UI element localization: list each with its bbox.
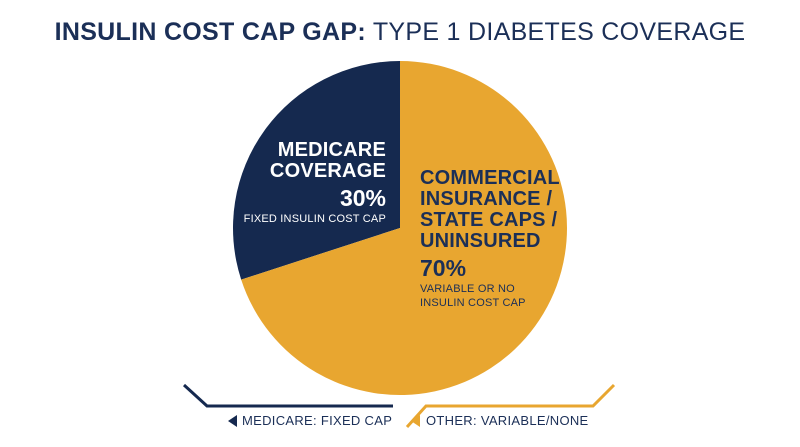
medicare-percent-label: 30% (339, 185, 386, 211)
other-slice-label: COMMERCIAL INSURANCE / STATE CAPS / UNIN… (420, 168, 600, 310)
medicare-name-line-1: MEDICARE (277, 139, 386, 161)
other-name-line-3: STATE CAPS / (420, 209, 558, 231)
other-sub-line-1: VARIABLE OR NO (420, 283, 515, 295)
legend-other-bracket (405, 383, 616, 429)
medicare-name-line-2: COVERAGE (269, 160, 386, 182)
legend-other-marker (411, 415, 420, 427)
pie-slice-other (241, 61, 568, 396)
pie-slice-medicare (233, 61, 400, 280)
other-name-line-4: UNINSURED (420, 230, 541, 252)
legend-medicare-bracket (182, 383, 393, 408)
medicare-sub-label: FIXED INSULIN COST CAP (243, 213, 386, 225)
other-percent-label: 70% (420, 255, 467, 281)
medicare-slice-label: MEDICARE COVERAGE 30% FIXED INSULIN COST… (236, 140, 386, 226)
legend-medicare-marker (228, 415, 237, 427)
legend-other-label: OTHER: VARIABLE/NONE (426, 413, 589, 428)
chart-title-light: TYPE 1 DIABETES COVERAGE (372, 18, 746, 46)
other-name-line-1: COMMERCIAL (420, 167, 560, 189)
other-sub-line-2: INSULIN COST CAP (420, 297, 526, 309)
other-name-line-2: INSURANCE / (420, 188, 553, 210)
chart-title-bold: INSULIN COST CAP GAP: (54, 18, 367, 46)
legend-medicare-label: MEDICARE: FIXED CAP (242, 413, 393, 428)
chart-title: INSULIN COST CAP GAP: TYPE 1 DIABETES CO… (0, 18, 800, 47)
